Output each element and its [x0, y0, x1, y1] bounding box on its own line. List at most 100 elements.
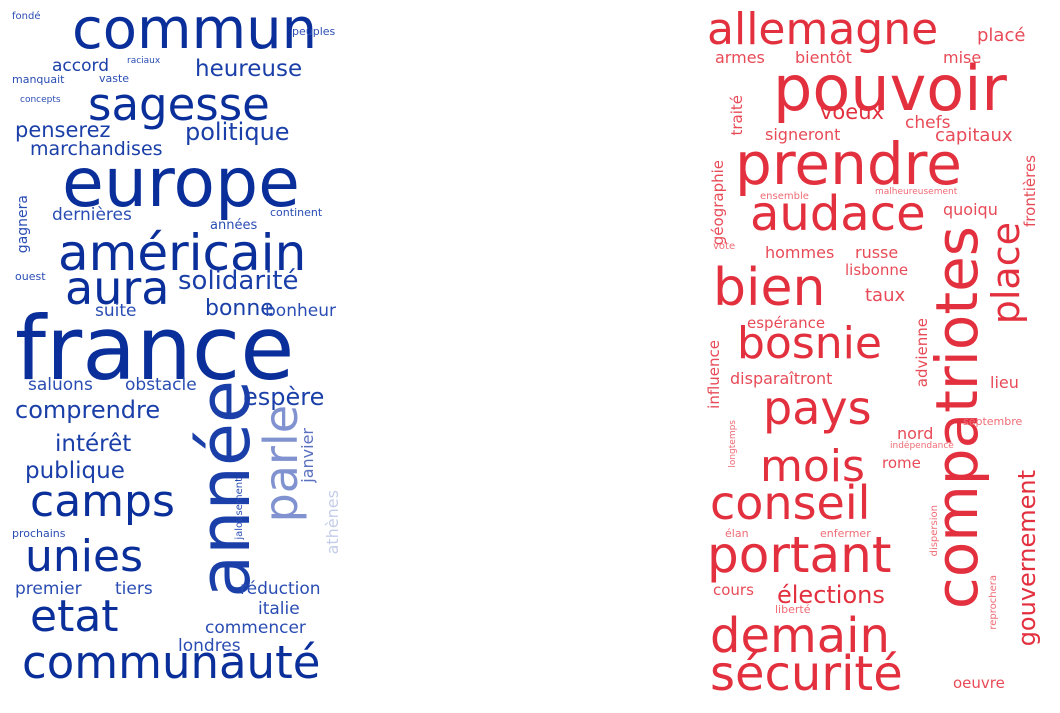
word-nord: nord — [897, 424, 934, 443]
word-lieu: lieu — [990, 373, 1019, 392]
word-influence: influence — [705, 340, 723, 409]
word-manquait: manquait — [12, 73, 65, 86]
word-liberte: liberté — [775, 603, 811, 616]
word-tiers: tiers — [115, 579, 153, 599]
word-conseil: conseil — [710, 476, 871, 530]
word-peuples: peuples — [292, 25, 336, 38]
word-hommes: hommes — [765, 243, 835, 262]
word-suite: suite — [95, 301, 137, 321]
word-accord: accord — [52, 56, 109, 76]
word-americain: américain — [58, 224, 307, 282]
word-enfermer: enfermer — [820, 527, 871, 540]
word-pouvoir: pouvoir — [773, 52, 1007, 125]
word-quoiqu: quoiqu — [943, 200, 998, 219]
word-publique: publique — [25, 458, 125, 484]
word-espere: espère — [243, 383, 325, 411]
word-athenes: athènes — [323, 490, 342, 555]
word-dernieres: dernières — [52, 205, 132, 225]
word-oeuvre: oeuvre — [953, 674, 1005, 692]
word-septembre: septembre — [963, 415, 1023, 428]
word-fonde: fondé — [12, 11, 41, 22]
word-comprendre: comprendre — [15, 396, 161, 424]
word-portant: portant — [707, 526, 892, 584]
word-heureuse: heureuse — [195, 56, 303, 82]
word-capitaux: capitaux — [935, 125, 1013, 146]
word-aura: aura — [65, 261, 170, 315]
word-continent: continent — [270, 206, 323, 219]
word-raciaux: raciaux — [127, 56, 161, 66]
word-audace: audace — [750, 186, 926, 242]
word-communaute: communauté — [22, 636, 321, 689]
word-solidarite: solidarité — [178, 266, 299, 296]
word-reduction: réduction — [240, 579, 321, 599]
word-bientot: bientôt — [795, 48, 852, 67]
word-dispersion: dispersion — [929, 505, 940, 557]
word-elan: élan — [725, 527, 749, 540]
word-marchandises: marchandises — [30, 138, 163, 160]
word-disparaitront: disparaîtront — [730, 369, 833, 388]
word-elections: élections — [777, 581, 885, 609]
word-politique: politique — [185, 118, 290, 146]
word-chefs: chefs — [905, 113, 951, 133]
word-unies: unies — [25, 531, 143, 582]
word-geographie: géographie — [709, 160, 727, 246]
word-jalousement: jalousement — [234, 478, 245, 540]
word-annees: années — [210, 218, 258, 233]
word-allemagne: allemagne — [707, 4, 939, 55]
word-armes: armes — [715, 48, 765, 67]
word-demain: demain — [710, 608, 890, 664]
word-place: placé — [977, 25, 1026, 46]
word-malheureusement: malheureusement — [875, 187, 958, 197]
word-obstacle: obstacle — [125, 375, 197, 395]
word-commun: commun — [72, 0, 318, 62]
word-taux: taux — [865, 285, 906, 306]
word-independance: indépendance — [890, 441, 954, 451]
word-russe: russe — [855, 243, 899, 262]
word-commencer: commencer — [205, 618, 306, 638]
word-gouvernement: gouvernement — [1013, 470, 1041, 647]
word-bonheur: bonheur — [265, 301, 336, 321]
word-signeront: signeront — [765, 125, 841, 144]
word-frontieres: frontières — [1021, 155, 1039, 227]
word-janvier: janvier — [298, 428, 317, 483]
word-interet: intérêt — [55, 431, 132, 457]
left-word-cloud: france europe commun année américain sagesse c… — [0, 0, 370, 713]
word-annee: année — [184, 380, 266, 598]
word-esperance: espérance — [747, 314, 826, 332]
right-word-cloud: pouvoir prendre allemagne audace bien compatr… — [695, 0, 1060, 713]
word-france: france — [15, 297, 295, 400]
word-mois: mois — [760, 441, 865, 492]
word-londres: londres — [178, 636, 241, 656]
word-reprochera: reprochera — [988, 575, 999, 630]
word-prendre: prendre — [735, 130, 962, 198]
word-vote: vote — [713, 241, 736, 252]
word-mise: mise — [943, 48, 982, 67]
word-gagnera: gagnera — [15, 195, 31, 254]
word-pays: pays — [763, 381, 872, 435]
word-advienne: advienne — [913, 318, 931, 388]
word-saluons: saluons — [28, 375, 93, 395]
word-place: place — [984, 222, 1028, 325]
word-italie: italie — [258, 599, 300, 619]
word-longtemps: longtemps — [728, 420, 738, 468]
word-ensemble: ensemble — [760, 191, 809, 202]
word-voeux: voeux — [820, 100, 884, 124]
word-penserez: penserez — [15, 118, 111, 142]
word-bonne: bonne — [205, 296, 274, 321]
word-securite: sécurité — [710, 646, 903, 702]
word-premier: premier — [15, 579, 82, 599]
word-traite: traité — [728, 95, 746, 136]
word-rome: rome — [882, 454, 921, 472]
word-cours: cours — [713, 581, 754, 599]
word-sagesse: sagesse — [88, 78, 270, 131]
word-ouest: ouest — [15, 270, 46, 283]
word-vaste: vaste — [99, 72, 130, 85]
word-lisbonne: lisbonne — [845, 261, 909, 279]
word-etat: etat — [30, 591, 119, 642]
word-concepts: concepts — [20, 95, 61, 105]
word-bien: bien — [713, 258, 826, 318]
word-europe: europe — [62, 144, 300, 223]
word-camps: camps — [30, 476, 175, 527]
word-prochains: prochains — [12, 527, 66, 540]
word-bosnie: bosnie — [737, 318, 882, 369]
